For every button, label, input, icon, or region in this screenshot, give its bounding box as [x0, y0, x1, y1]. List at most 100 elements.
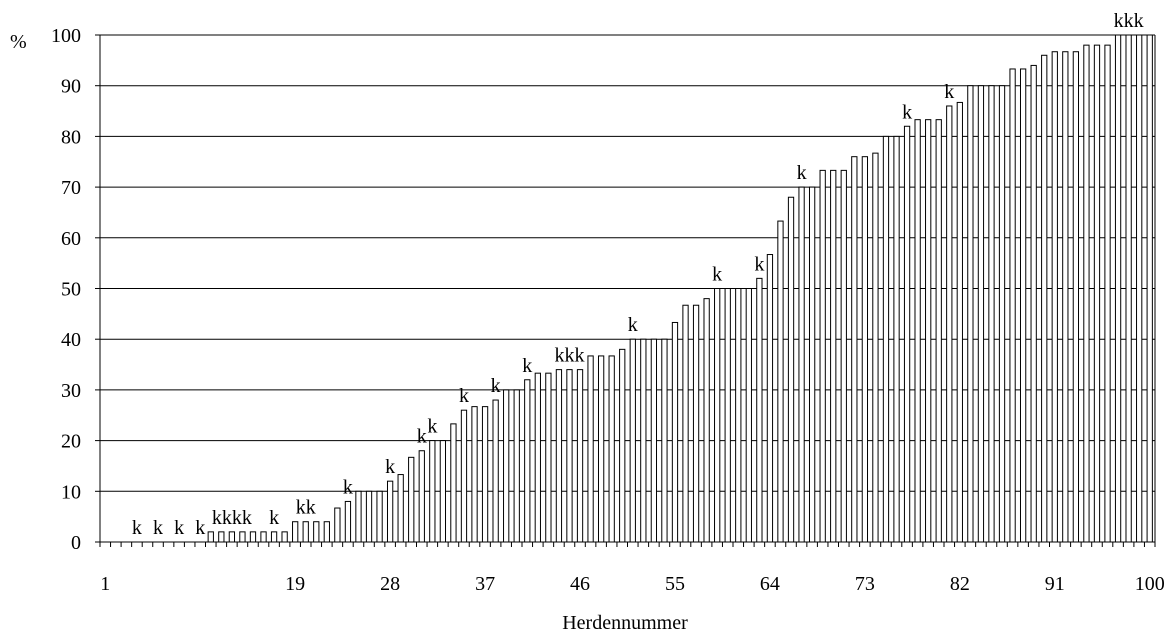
bar-herd-79: [925, 119, 932, 543]
y-axis-label: %: [10, 31, 27, 53]
bar-herd-75: [882, 135, 890, 543]
bar-herd-61: [735, 288, 742, 543]
bar-herd-73: [861, 156, 869, 543]
y-tick-labels: 0 10 20 30 40 50 60 70 80 90 100: [51, 25, 81, 554]
y-tick-label-60: 60: [61, 228, 81, 250]
bar-herd-43: [545, 372, 552, 543]
x-tick-labels: 1 19 28 37 46 55 64 73 82 91 100: [100, 573, 1164, 595]
bar-herd-92: [1062, 51, 1069, 543]
bar-herd-20: [302, 521, 309, 543]
bar-herd-98: [1125, 34, 1132, 543]
bar-herd-13: [228, 531, 236, 543]
bar-herd-40: [513, 389, 520, 543]
bar-herd-30: [408, 456, 415, 543]
bar-herd-80: [935, 119, 942, 543]
x-tick-label-91: 91: [1045, 573, 1065, 595]
y-tick-label-50: 50: [61, 279, 81, 301]
bar-herd-17: [270, 531, 278, 543]
bar-herd-38: [492, 399, 499, 543]
bar-herd-14: [239, 531, 246, 543]
annotation-herd-81: k: [944, 81, 954, 103]
y-tick-label-70: 70: [61, 177, 81, 199]
bar-herd-54: [661, 338, 668, 543]
annotation-herd-17: k: [269, 507, 279, 529]
x-tick-label-73: 73: [855, 573, 875, 595]
x-tick-label-64: 64: [760, 573, 780, 595]
bar-herd-84: [977, 85, 985, 543]
bar-herd-18: [281, 531, 288, 543]
annotation-herd-20: kk: [296, 497, 316, 519]
x-tick-label-82: 82: [950, 573, 970, 595]
bar-herd-16: [260, 531, 267, 543]
annotation-herd-31: k: [417, 426, 427, 448]
y-tick-label-40: 40: [61, 329, 81, 351]
bar-herd-27: [376, 490, 383, 543]
annotation-herd-59: k: [712, 264, 722, 286]
bar-herd-46: [576, 369, 584, 543]
annotation-herd-41: k: [522, 355, 532, 377]
annotation-herd-77: k: [902, 101, 912, 123]
bar-herd-85: [988, 85, 995, 543]
annotation-herd-24: k: [343, 476, 353, 498]
bar-herd-50: [619, 348, 626, 543]
bar-herd-32: [429, 440, 436, 543]
y-tick-label-0: 0: [71, 532, 81, 554]
annotation-herd-38: k: [491, 375, 501, 397]
bar-herd-94: [1083, 44, 1090, 543]
bar-herd-44: [555, 369, 563, 543]
bar-herd-88: [1019, 68, 1027, 543]
y-tick-label-90: 90: [61, 76, 81, 98]
annotation-herd-28: k: [385, 456, 395, 478]
bar-herd-12: [218, 531, 225, 543]
y-tick-label-10: 10: [61, 481, 81, 503]
y-tick-label-30: 30: [61, 380, 81, 402]
bar-herd-45: [566, 369, 573, 543]
bar-herd-49: [608, 355, 615, 543]
bar-herd-52: [640, 338, 647, 543]
bar-herd-69: [819, 169, 826, 543]
bar-herd-58: [703, 298, 710, 543]
bar-herd-37: [481, 406, 489, 543]
bar-herd-26: [365, 490, 373, 543]
bar-herd-25: [355, 490, 362, 543]
annotation-herd-4: k: [132, 517, 142, 539]
axes: [95, 34, 1156, 547]
annotation-herd-45: kkk: [554, 345, 584, 367]
bar-herd-56: [682, 304, 689, 543]
bar-herd-83: [967, 85, 974, 543]
bar-herd-29: [397, 474, 404, 543]
y-tick-label-80: 80: [61, 126, 81, 148]
bar-herd-28: [386, 480, 394, 543]
bar-herd-31: [418, 450, 425, 543]
annotation-herd-51: k: [628, 314, 638, 336]
x-tick-label-28: 28: [380, 573, 400, 595]
bar-herd-60: [724, 288, 731, 543]
bar-herd-35: [460, 409, 468, 543]
bar-herd-22: [323, 521, 330, 543]
bar-herd-74: [872, 152, 879, 543]
bar-herd-66: [787, 196, 795, 543]
bar-herd-82: [956, 101, 963, 543]
bar-herd-59: [714, 288, 721, 543]
bar-herd-67: [798, 186, 805, 543]
y-tick-label-20: 20: [61, 431, 81, 453]
gridlines: [100, 34, 1155, 492]
bar-herd-81: [946, 105, 953, 543]
x-tick-label-19: 19: [285, 573, 305, 595]
bar-herd-21: [313, 521, 320, 543]
x-tick-label-1: 1: [100, 573, 110, 595]
bar-herd-100: [1146, 34, 1153, 543]
x-tick-label-55: 55: [665, 573, 685, 595]
annotation-herd-35: k: [459, 385, 469, 407]
bar-herd-71: [840, 169, 847, 543]
bar-herd-24: [344, 500, 352, 543]
bar-herd-48: [597, 355, 605, 543]
annotation-herd-13: kkkk: [212, 507, 252, 529]
bar-herd-95: [1093, 44, 1101, 543]
bar-herd-72: [851, 156, 858, 543]
bar-herd-57: [692, 304, 700, 543]
x-tick-label-100: 100: [1135, 573, 1165, 595]
bar-herd-47: [587, 355, 594, 543]
bar-herd-93: [1072, 51, 1080, 543]
